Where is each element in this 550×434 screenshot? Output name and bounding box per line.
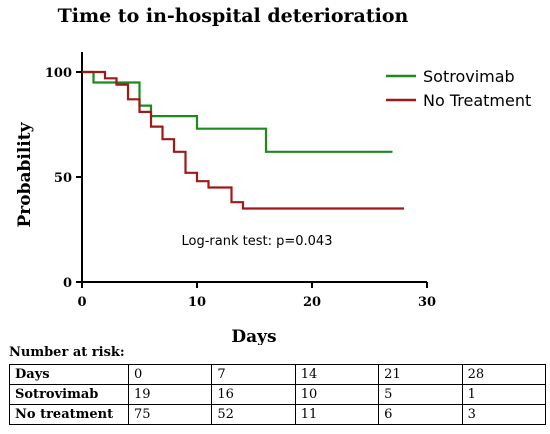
risk-cell: 52	[211, 404, 296, 425]
risk-row-sotrovimab: Sotrovimab 19 16 10 5 1	[9, 384, 547, 405]
y-tick-label: 0	[63, 276, 72, 291]
risk-cell: 5	[378, 384, 463, 405]
km-chart: Time to in-hospital deterioration Probab…	[15, 5, 531, 345]
legend: Sotrovimab No Treatment	[386, 67, 531, 110]
risk-table: Days 0 7 14 21 28 Sotrovimab 19 16 10 5 …	[9, 364, 547, 425]
y-tick-label: 100	[45, 66, 72, 81]
legend-label-no-treatment: No Treatment	[423, 91, 531, 110]
risk-row-no-treatment: No treatment 75 52 11 6 3	[9, 404, 547, 425]
risk-row-label: Days	[9, 364, 129, 385]
risk-cell: 14	[294, 364, 380, 385]
risk-cell: 21	[378, 364, 463, 385]
risk-cell: 19	[127, 384, 213, 405]
risk-cell: 1	[461, 384, 547, 405]
y-tick-label: 50	[54, 171, 72, 186]
risk-cell: 28	[461, 364, 547, 385]
risk-row-days: Days 0 7 14 21 28	[9, 364, 547, 385]
legend-label-sotrovimab: Sotrovimab	[423, 67, 515, 86]
risk-cell: 3	[461, 404, 547, 425]
risk-cell: 7	[211, 364, 296, 385]
risk-cell: 0	[127, 364, 213, 385]
x-tick-label: 10	[188, 295, 206, 310]
risk-cell: 75	[127, 404, 213, 425]
series-line-no-treatment	[82, 70, 404, 210]
x-axis-title: Days	[231, 327, 276, 345]
chart-title: Time to in-hospital deterioration	[58, 5, 409, 27]
logrank-annotation: Log-rank test: p=0.043	[182, 234, 333, 249]
risk-cell: 10	[294, 384, 380, 405]
risk-table-heading: Number at risk:	[9, 345, 125, 360]
risk-cell: 6	[378, 404, 463, 425]
risk-cell: 16	[211, 384, 296, 405]
risk-cell: 11	[294, 404, 380, 425]
risk-row-label: No treatment	[9, 404, 129, 425]
x-tick-label: 0	[77, 295, 86, 310]
y-axis-title: Probability	[15, 121, 35, 227]
x-tick-label: 20	[303, 295, 321, 310]
axis-ticks: 0 10 20 30 0 50 100	[45, 66, 436, 310]
series-group	[82, 70, 404, 210]
x-tick-label: 30	[418, 295, 436, 310]
risk-row-label: Sotrovimab	[9, 384, 129, 405]
